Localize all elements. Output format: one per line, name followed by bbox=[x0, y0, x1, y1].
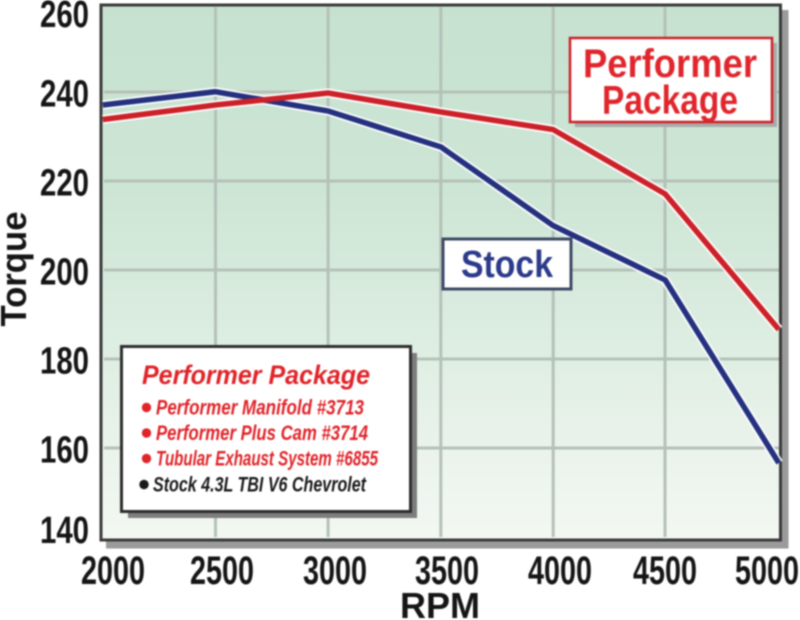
svg-text:200: 200 bbox=[40, 252, 89, 294]
svg-text:Torque: Torque bbox=[0, 212, 34, 327]
svg-text:160: 160 bbox=[40, 430, 89, 472]
svg-text:Performer Plus Cam #3714: Performer Plus Cam #3714 bbox=[156, 421, 368, 445]
svg-text:4500: 4500 bbox=[633, 549, 697, 593]
svg-text:180: 180 bbox=[40, 341, 89, 383]
svg-text:240: 240 bbox=[40, 74, 89, 116]
svg-text:Performer Package: Performer Package bbox=[142, 360, 370, 390]
svg-text:Stock 4.3L TBI V6 Chevrolet: Stock 4.3L TBI V6 Chevrolet bbox=[153, 473, 367, 497]
svg-text:2000: 2000 bbox=[81, 549, 145, 593]
svg-text:RPM: RPM bbox=[400, 585, 480, 620]
svg-text:2500: 2500 bbox=[190, 549, 254, 593]
svg-text:140: 140 bbox=[40, 510, 89, 552]
svg-text:Performer Manifold #3713: Performer Manifold #3713 bbox=[156, 396, 364, 420]
svg-text:Performer: Performer bbox=[583, 42, 757, 86]
svg-text:260: 260 bbox=[40, 0, 89, 36]
svg-text:5000: 5000 bbox=[735, 549, 799, 593]
svg-text:220: 220 bbox=[40, 163, 89, 205]
svg-text:3500: 3500 bbox=[415, 549, 479, 593]
svg-text:Stock: Stock bbox=[461, 244, 554, 286]
svg-text:Package: Package bbox=[602, 79, 738, 123]
svg-text:3000: 3000 bbox=[303, 549, 367, 593]
svg-text:Tubular Exhaust System #6855: Tubular Exhaust System #6855 bbox=[156, 447, 379, 471]
svg-text:4000: 4000 bbox=[528, 549, 592, 593]
